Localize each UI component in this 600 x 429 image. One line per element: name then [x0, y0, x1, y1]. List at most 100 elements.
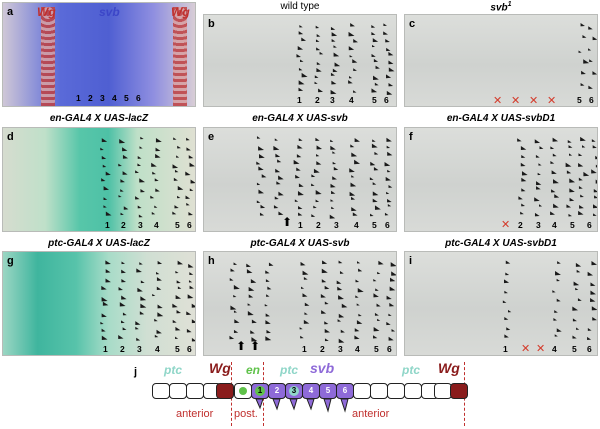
denticle-hair: [190, 179, 195, 184]
denticle-hair: [267, 286, 272, 290]
denticle-hair: [316, 153, 320, 157]
denticle-hair: [589, 59, 593, 63]
denticle-hair: [590, 282, 596, 287]
denticle-hair: [348, 80, 353, 84]
denticle-hair: [105, 269, 111, 273]
denticle-hair: [576, 327, 580, 330]
anterior-label-right: anterior: [352, 408, 390, 420]
denticle-hair: [265, 270, 270, 274]
denticle-hair: [390, 262, 396, 267]
denticle-hair: [590, 297, 596, 302]
denticle-hair: [568, 145, 573, 149]
denticle-hair: [100, 147, 104, 151]
denticle-hair: [338, 295, 344, 300]
denticle-hair: [295, 174, 300, 179]
denticle-hair: [315, 25, 320, 29]
denticle-hair: [154, 178, 159, 182]
denticle-hair: [521, 177, 527, 182]
denticle-hair: [120, 189, 124, 192]
denticle-hair: [174, 169, 179, 173]
denticle-hair: [351, 175, 355, 178]
denticle-hair: [172, 211, 177, 215]
denticle-hair: [553, 318, 557, 321]
denticle-hair: [251, 337, 258, 342]
denticle-hair: [376, 303, 381, 307]
denticle-hair: [332, 151, 336, 154]
denticle-hair: [554, 310, 558, 313]
denticle-hair: [371, 44, 375, 48]
denticle-hair: [266, 329, 271, 334]
denticle-hair: [177, 145, 181, 149]
denticle-hair: [299, 327, 303, 330]
denticle-field: [100, 260, 195, 342]
denticle-hair: [233, 310, 238, 313]
denticle-hair: [594, 195, 597, 199]
denticle-hair: [587, 336, 592, 340]
denticle-hair: [319, 51, 324, 55]
denticle-hair: [186, 137, 190, 141]
denticle-hair: [592, 145, 597, 149]
denticle-hair: [137, 205, 142, 209]
denticle-hair: [583, 171, 590, 177]
denticle-hair: [330, 145, 336, 150]
denticle-hair: [572, 318, 577, 322]
denticle-hair: [315, 189, 322, 195]
denticle-hair: [588, 48, 592, 51]
denticle-hair: [101, 297, 108, 302]
denticle-hair: [332, 176, 337, 180]
header-wg-right: Wg: [171, 5, 190, 19]
denticle-hair: [555, 270, 561, 276]
denticle-hair: [121, 320, 125, 324]
panel-label: f: [409, 131, 413, 143]
denticle-hair: [265, 313, 270, 317]
denticle-hair: [140, 303, 147, 309]
arrow-up-icon: ⬆: [236, 339, 247, 353]
denticle-hair: [552, 137, 559, 142]
denticle-hair: [581, 145, 586, 148]
denticle-hair: [298, 67, 303, 71]
panel-c: c ✕ ✕ ✕ ✕ 5 6: [404, 14, 598, 107]
denticle-hair: [551, 189, 556, 193]
row-number: 6: [387, 344, 392, 354]
denticle-field: [229, 260, 396, 343]
denticle-hair: [587, 328, 592, 331]
denticle-hair: [580, 82, 585, 86]
denticle-hair: [156, 329, 162, 334]
denticle-hair: [331, 32, 338, 37]
denticle-hair: [246, 269, 253, 274]
row-number: 6: [187, 220, 192, 230]
denticle-hair: [507, 309, 512, 313]
denticle-hair: [177, 286, 182, 289]
denticle-hair: [101, 328, 106, 332]
panel-label: j: [134, 366, 138, 378]
denticle-hair: [578, 162, 584, 167]
denticle-hair: [105, 278, 111, 283]
denticle-hair: [391, 328, 396, 332]
denticle-hair: [300, 335, 304, 339]
panel-label: a: [7, 6, 14, 18]
denticle-hair: [298, 183, 304, 188]
denticle-field: [296, 23, 395, 95]
denticle-hair: [539, 204, 543, 207]
denticle-hair: [296, 54, 301, 58]
denticle-field: [517, 136, 597, 217]
denticle-hair: [595, 164, 597, 168]
missing-row-x-icon: ✕: [529, 95, 539, 107]
denticle-hair: [536, 181, 542, 186]
denticle-hair: [592, 71, 597, 75]
denticle-hair: [331, 190, 336, 194]
denticle-hair: [311, 183, 315, 187]
denticle-hair: [101, 138, 108, 143]
denticle-hair: [374, 151, 379, 155]
row-number: 5: [175, 344, 180, 354]
denticle-field: [100, 136, 195, 218]
denticle-hair: [534, 139, 541, 144]
denticle-hair: [172, 164, 179, 169]
denticle-hair: [572, 306, 579, 311]
denticle-hair: [118, 334, 124, 339]
denticle-hair: [321, 310, 327, 314]
row-number: 2: [121, 220, 126, 230]
denticle-hair: [139, 311, 145, 315]
row-number: 6: [385, 220, 390, 230]
row-number: 5: [124, 93, 129, 103]
